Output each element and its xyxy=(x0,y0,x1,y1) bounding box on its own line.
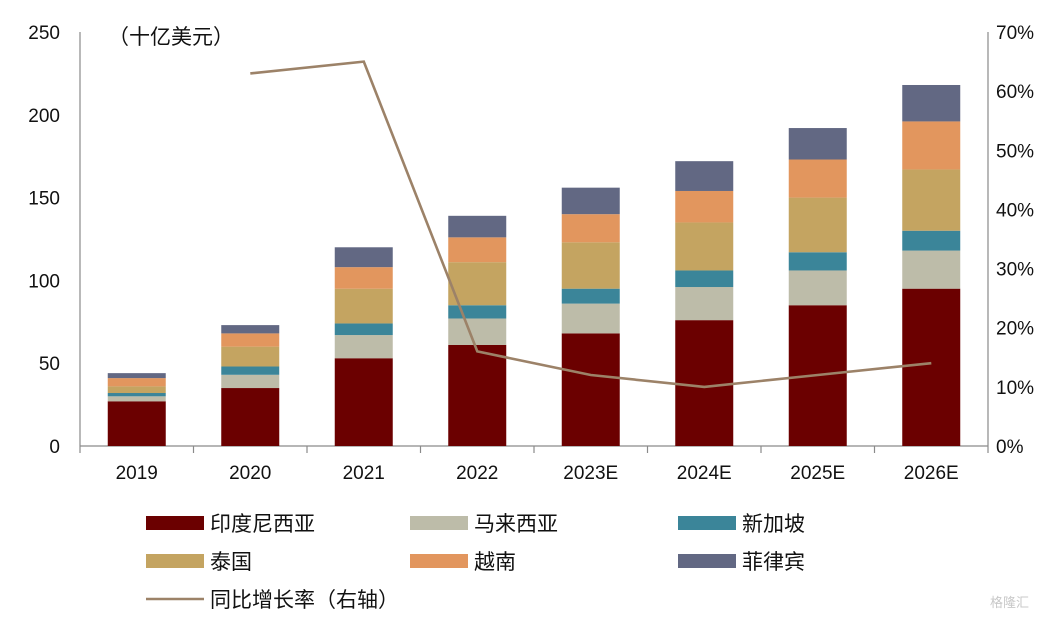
growth-line xyxy=(250,60,932,389)
x-tick-label: 2026E xyxy=(904,463,959,484)
legend-label: 泰国 xyxy=(210,550,252,574)
bar-segment xyxy=(334,247,393,268)
y-right-tick-label: 20% xyxy=(996,319,1034,340)
axes: 0 50 100 150 200 250 0% 10% 20% 30% 40% 50% 60% 70% xyxy=(28,23,1034,458)
bar-segment xyxy=(221,325,280,334)
bar-segment xyxy=(561,288,620,304)
bar-segment xyxy=(788,128,847,160)
bar-segment xyxy=(448,237,507,263)
bar-segment xyxy=(675,270,734,288)
bar-segment xyxy=(221,333,280,347)
bar-segment xyxy=(788,252,847,271)
bar-segment xyxy=(561,242,620,289)
legend-label: 印度尼西亚 xyxy=(210,512,315,536)
bar-segment xyxy=(221,388,280,446)
bar-segment xyxy=(675,222,734,271)
x-tick-label: 2024E xyxy=(677,463,732,484)
bar-segment xyxy=(448,305,507,319)
bar-segment xyxy=(334,335,393,359)
bar-segment xyxy=(788,159,847,198)
legend-label: 同比增长率（右轴） xyxy=(210,588,399,612)
legend-swatch xyxy=(146,516,204,530)
bar-segment xyxy=(107,396,166,402)
bar-segment xyxy=(334,288,393,324)
bar-segment xyxy=(107,378,166,387)
bar-segment xyxy=(107,386,166,394)
x-tick-label: 2023E xyxy=(563,463,618,484)
x-tick-labels: 2019 2020 2021 2022 2023E 2024E 2025E 2026E xyxy=(116,463,959,484)
bar-segment xyxy=(221,374,280,389)
legend-label: 菲律宾 xyxy=(742,550,805,574)
bars xyxy=(107,84,961,446)
bar-segment xyxy=(902,230,961,251)
watermark: 格隆汇 xyxy=(990,595,1029,611)
y-right-tick-label: 70% xyxy=(996,23,1034,44)
bar-segment xyxy=(448,215,507,238)
bar-segment xyxy=(448,318,507,345)
y-left-tick-label: 100 xyxy=(28,271,60,292)
bar-segment xyxy=(675,320,734,446)
y-left-tick-label: 150 xyxy=(28,189,60,210)
bar-segment xyxy=(221,366,280,375)
y-right-tick-label: 10% xyxy=(996,378,1034,399)
bar-segment xyxy=(902,121,961,170)
bar-segment xyxy=(561,187,620,215)
x-tick-label: 2019 xyxy=(116,463,158,484)
bar-segment xyxy=(107,393,166,397)
bar-segment xyxy=(675,161,734,191)
y-left-tick-label: 250 xyxy=(28,23,60,44)
y-right-tick-label: 50% xyxy=(996,141,1034,162)
bar-segment xyxy=(788,197,847,253)
bar-segment xyxy=(334,323,393,336)
legend-swatch xyxy=(410,554,468,568)
bar-segment xyxy=(561,303,620,334)
unit-label: （十亿美元） xyxy=(108,25,234,49)
bar-segment xyxy=(902,169,961,231)
y-left-tick-label: 200 xyxy=(28,106,60,127)
bar-segment xyxy=(675,190,734,223)
bar-segment xyxy=(561,333,620,446)
bar-segment xyxy=(788,270,847,306)
growth-line-series xyxy=(250,60,932,389)
bar-segment xyxy=(448,344,507,446)
bar-segment xyxy=(334,267,393,289)
bar-segment xyxy=(107,373,166,379)
bar-segment xyxy=(561,214,620,243)
bar-segment xyxy=(448,262,507,306)
legend-swatch xyxy=(678,554,736,568)
y-left-tick-label: 50 xyxy=(39,354,60,375)
bar-segment xyxy=(107,401,166,446)
legend-swatch xyxy=(678,516,736,530)
bar-segment xyxy=(902,250,961,289)
bar-segment xyxy=(902,84,961,122)
legend-label: 马来西亚 xyxy=(474,512,558,536)
x-tick-label: 2025E xyxy=(790,463,845,484)
y-right-tick-label: 0% xyxy=(996,437,1024,458)
legend-label: 新加坡 xyxy=(742,512,805,536)
y-right-tick-label: 30% xyxy=(996,260,1034,281)
y-right-tick-label: 60% xyxy=(996,82,1034,103)
bar-segment xyxy=(221,346,280,367)
bar-segment xyxy=(675,287,734,321)
x-tick-label: 2021 xyxy=(343,463,385,484)
y-right-tick-label: 40% xyxy=(996,200,1034,221)
legend-swatch xyxy=(410,516,468,530)
bar-segment xyxy=(902,288,961,446)
x-tick-label: 2022 xyxy=(456,463,498,484)
y-left-tick-label: 0 xyxy=(49,437,60,458)
x-tick-label: 2020 xyxy=(229,463,271,484)
bar-segment xyxy=(334,358,393,446)
legend-swatch xyxy=(146,554,204,568)
legend-label: 越南 xyxy=(474,550,516,574)
